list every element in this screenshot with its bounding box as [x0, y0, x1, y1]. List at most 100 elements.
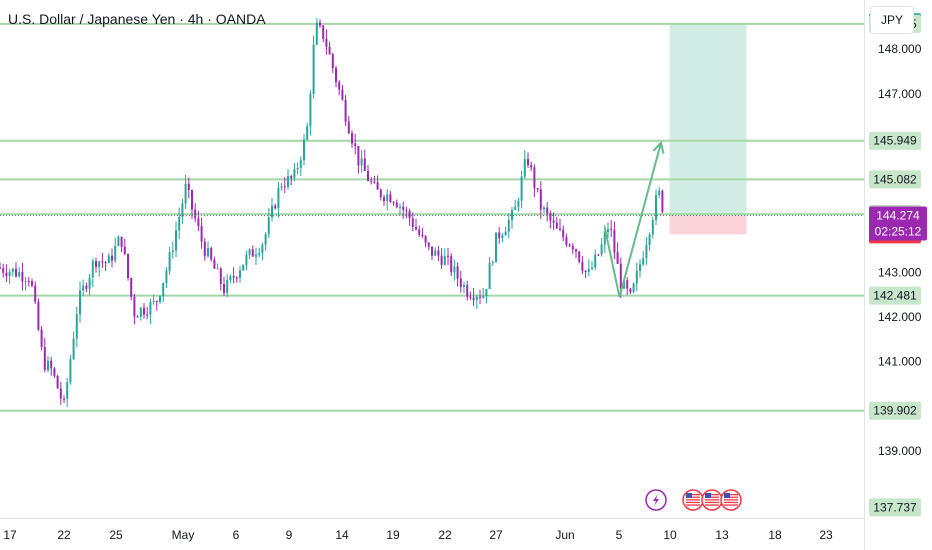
time-tick-label: 6: [233, 528, 240, 542]
price-badge-label: 137.737: [873, 500, 917, 514]
candle-body: [283, 186, 286, 188]
candle-body: [111, 255, 113, 261]
candle-body: [539, 189, 542, 210]
candle-body: [367, 170, 369, 181]
candle-body: [114, 246, 117, 261]
candle-body: [191, 190, 193, 210]
candle-body: [479, 296, 481, 298]
candle-body: [146, 314, 149, 316]
price-axis[interactable]: 148.000 147.000 143.000 142.000 141.000 139.0…: [878, 42, 922, 458]
candle-body: [578, 251, 581, 262]
us-flag-icon[interactable]: [701, 489, 723, 511]
candle-body: [171, 250, 174, 253]
candle-body: [322, 25, 325, 39]
projection-path[interactable]: [603, 140, 665, 298]
candle-body: [629, 288, 632, 293]
projection-line[interactable]: [603, 142, 662, 298]
candle-body: [178, 217, 181, 231]
candle-body: [277, 187, 280, 209]
position-tool[interactable]: [669, 23, 747, 235]
candle-body: [450, 256, 453, 273]
price-tick-label: 142.000: [878, 310, 922, 324]
candle-body: [43, 346, 46, 370]
candle-body: [2, 268, 5, 273]
candle-body: [549, 213, 552, 221]
candle-body: [581, 261, 584, 271]
candle-body: [594, 254, 597, 268]
candle-body: [101, 261, 104, 263]
candle-body: [443, 255, 446, 265]
us-flag-icon[interactable]: [682, 489, 704, 511]
event-markers[interactable]: [645, 489, 742, 511]
candle-body: [139, 307, 142, 317]
candle-body: [159, 296, 161, 302]
candle-body: [155, 301, 158, 303]
candle-body: [651, 219, 654, 235]
current-price-label: 144.274: [876, 209, 920, 223]
candle-body: [264, 234, 267, 245]
price-badge-label: 145.082: [873, 172, 917, 186]
candle-body: [258, 252, 261, 255]
candle-body: [267, 217, 270, 235]
candle-body: [168, 252, 171, 271]
candle-body: [661, 190, 664, 212]
candle-body: [408, 210, 411, 219]
candle-body: [18, 272, 21, 277]
candle-body: [354, 143, 357, 146]
candle-body: [229, 276, 232, 280]
candle-body: [383, 197, 385, 202]
candle-body: [469, 296, 472, 298]
currency-button[interactable]: JPY: [870, 6, 914, 34]
price-badge-label: 142.481: [873, 289, 917, 303]
candle-body: [315, 22, 318, 45]
price-tick-label: 147.000: [878, 87, 922, 101]
candle-body: [402, 206, 405, 211]
us-flag-icon[interactable]: [720, 489, 742, 511]
price-badge-label: 145.949: [873, 134, 917, 148]
candle-body: [107, 255, 110, 264]
candle-body: [280, 186, 283, 188]
candle-body: [37, 301, 40, 330]
time-axis[interactable]: 17 22 25 May 6 9 14 19 22 27 Jun 5 10 13 18 23: [3, 528, 833, 542]
candle-body: [47, 360, 49, 370]
candle-body: [405, 210, 408, 212]
candle-body: [559, 228, 561, 230]
candle-body: [15, 268, 17, 277]
candle-body: [395, 202, 398, 208]
candle-body: [360, 158, 363, 166]
profit-zone[interactable]: [669, 23, 747, 216]
candle-body: [642, 258, 645, 265]
candle-body: [59, 388, 62, 399]
candle-body: [27, 281, 30, 283]
candle-body: [498, 232, 501, 238]
projection-arrowhead-icon: [652, 140, 665, 154]
candle-body: [72, 338, 75, 360]
candle-body: [530, 165, 533, 168]
candle-body: [379, 189, 382, 198]
candle-body: [456, 266, 459, 279]
candle-body: [248, 249, 251, 256]
loss-zone[interactable]: [669, 215, 747, 235]
candle-body: [373, 181, 376, 183]
candle-body: [431, 246, 433, 256]
time-tick-label: 19: [386, 528, 400, 542]
candle-body: [184, 183, 187, 204]
time-tick-label: Jun: [555, 528, 574, 542]
candle-body: [63, 398, 65, 400]
candle-body: [338, 82, 341, 90]
candle-body: [571, 245, 574, 250]
candle-body: [392, 202, 395, 204]
candle-body: [82, 285, 85, 291]
time-tick-label: 18: [768, 528, 782, 542]
bolt-icon[interactable]: [645, 489, 667, 511]
candle-body: [584, 270, 587, 273]
candle-body: [335, 68, 337, 83]
candle-body: [309, 93, 312, 127]
candle-body: [536, 188, 539, 190]
candle-body: [619, 263, 622, 289]
candle-body: [226, 279, 229, 294]
candle-body: [40, 329, 43, 347]
candle-body: [411, 218, 414, 227]
time-tick-label: 13: [715, 528, 729, 542]
